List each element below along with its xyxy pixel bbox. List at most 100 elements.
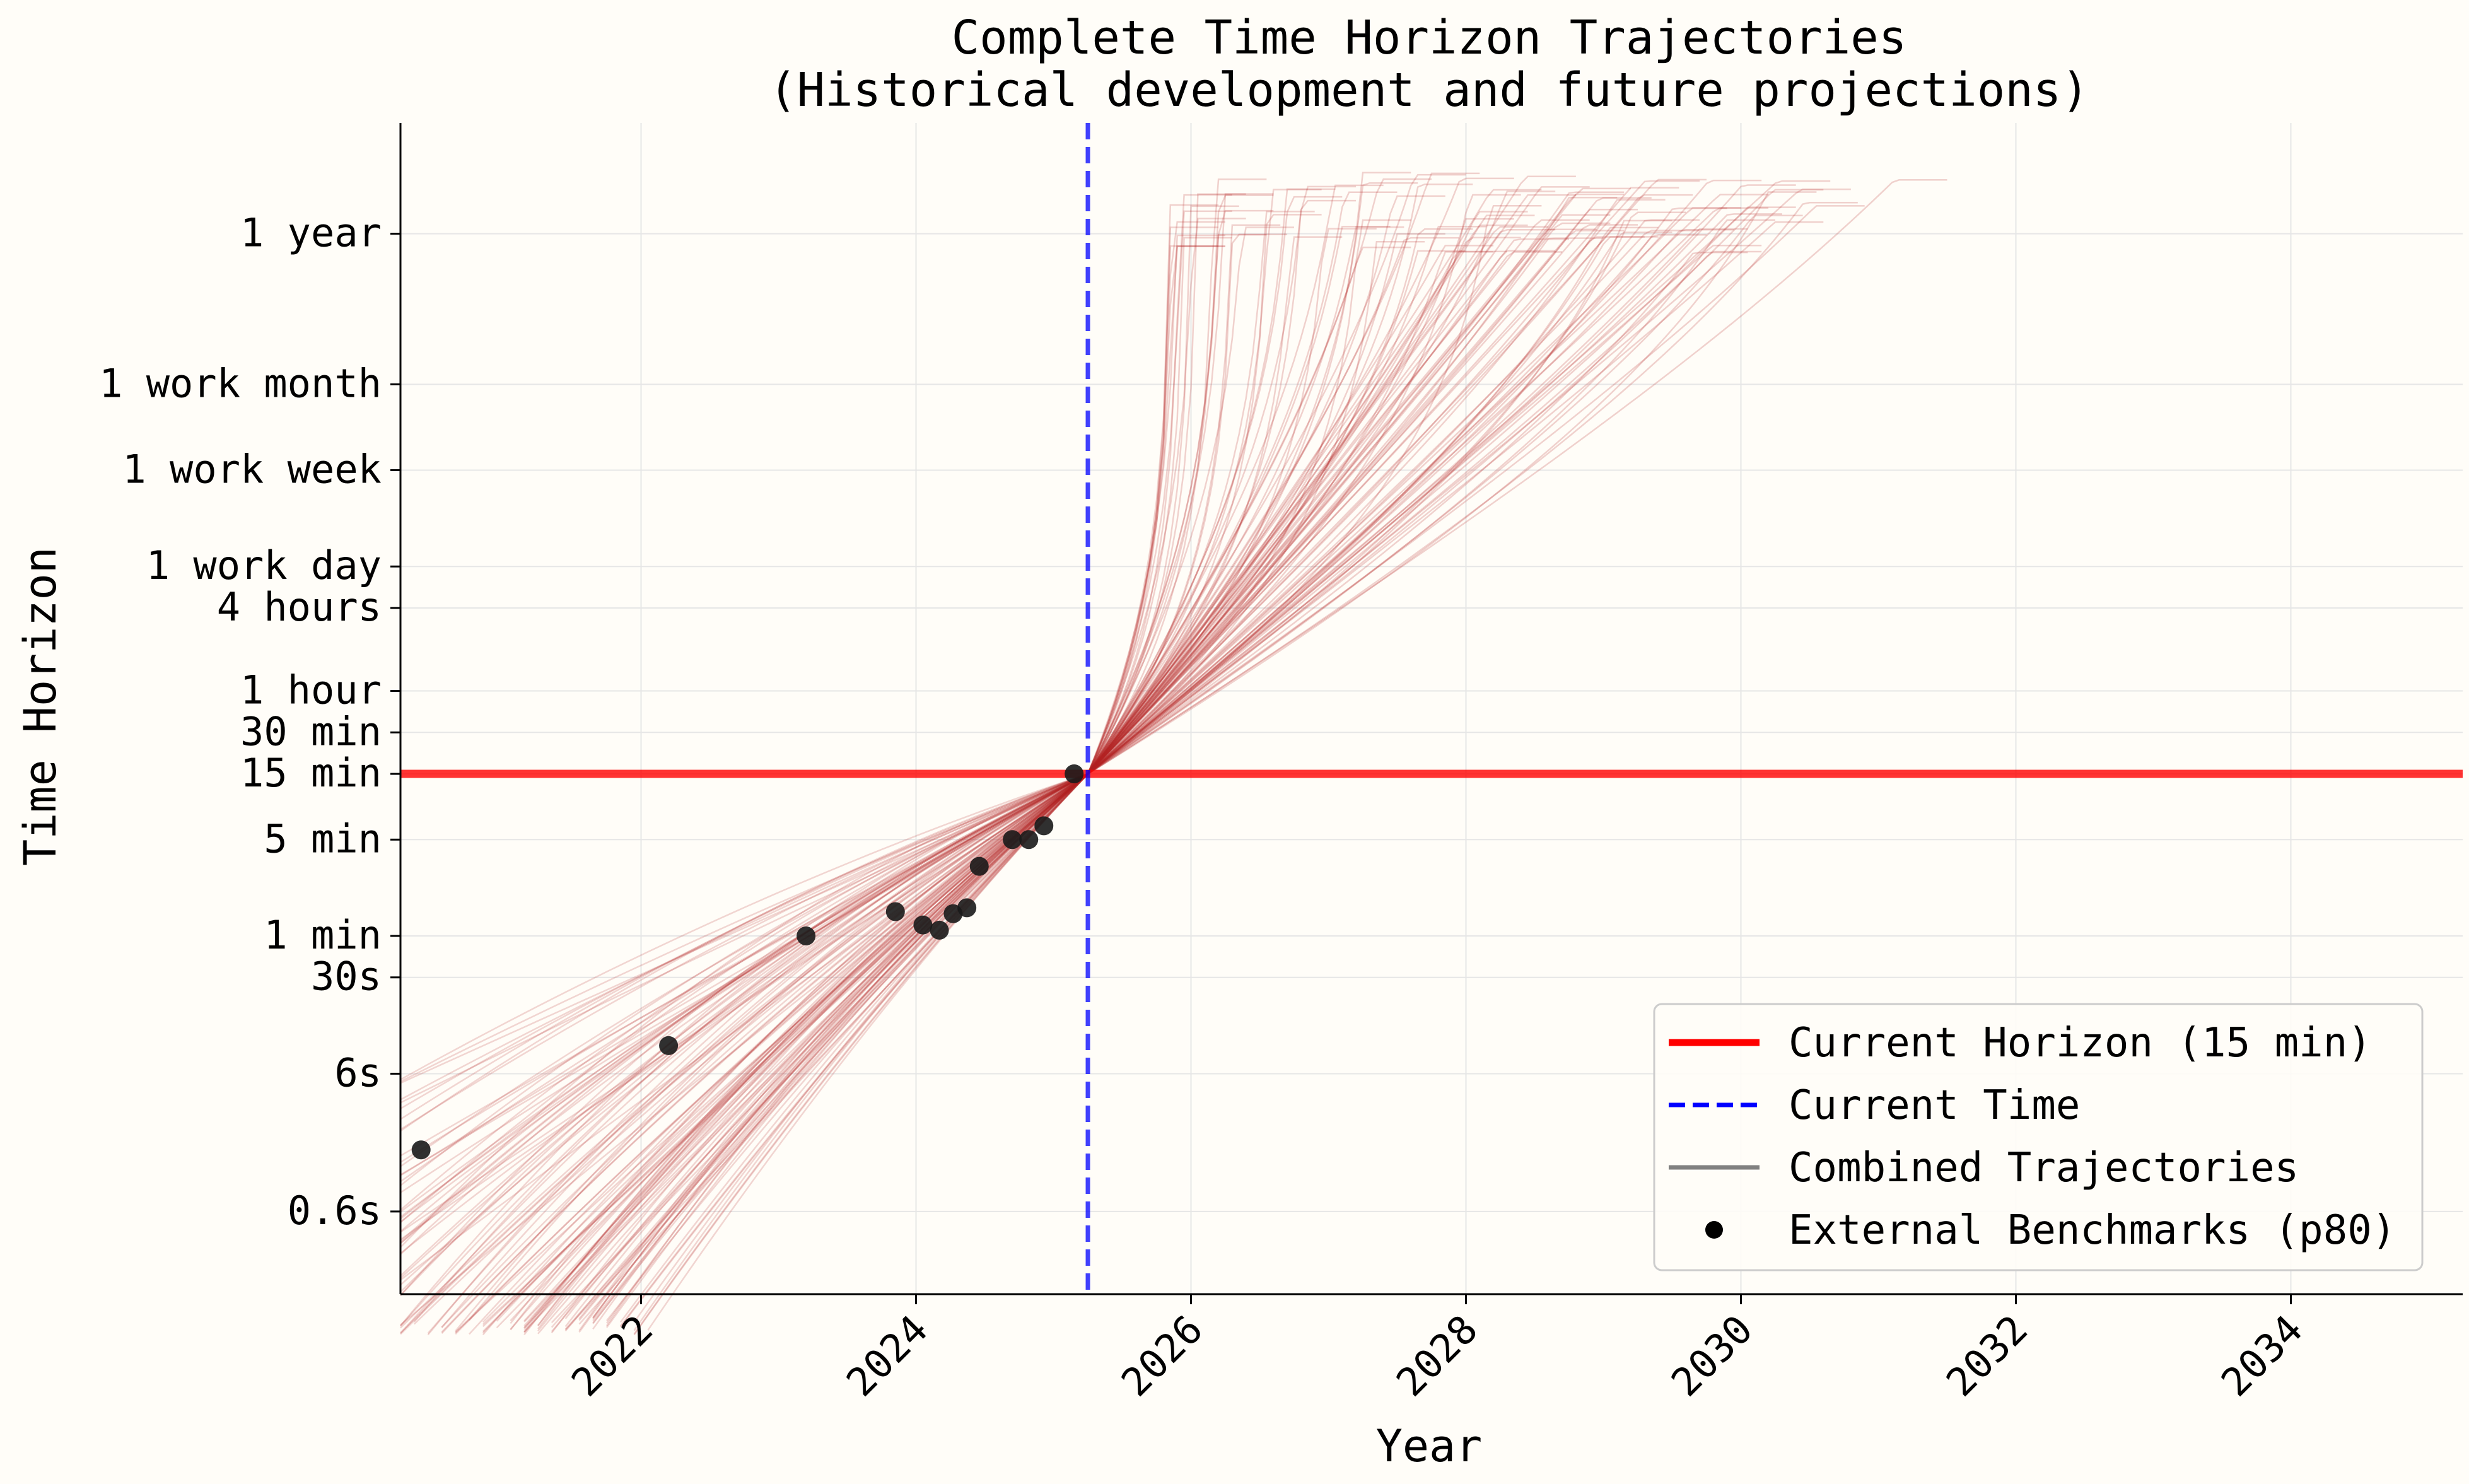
historical-trajectory: [482, 773, 1089, 1336]
historical-trajectory: [578, 773, 1089, 1319]
projected-trajectory: [1087, 221, 1824, 775]
historical-trajectory: [537, 773, 1089, 1332]
historical-trajectory: [510, 773, 1089, 1331]
projected-trajectory: [1087, 205, 1542, 774]
y-tick-label: 4 hours: [217, 584, 382, 630]
projected-trajectory: [1087, 172, 1480, 774]
projected-trajectory: [1087, 188, 1851, 774]
historical-trajectory: [400, 773, 1089, 1177]
historical-trajectory: [537, 773, 1089, 1326]
x-tick-label: 2024: [838, 1306, 937, 1405]
historical-trajectory: [469, 773, 1089, 1335]
projected-trajectory: [1087, 245, 1494, 774]
projected-trajectory: [1087, 219, 1672, 775]
x-tick-label: 2034: [2212, 1306, 2311, 1405]
y-tick-label: 5 min: [264, 815, 382, 862]
legend-label-trajectories: Combined Trajectories: [1789, 1145, 2299, 1191]
historical-trajectory: [441, 773, 1089, 1328]
historical-trajectory: [578, 773, 1089, 1333]
historical-trajectory: [400, 773, 1089, 1335]
projected-trajectory: [1087, 205, 1239, 774]
projected-trajectory: [1087, 230, 1625, 774]
projected-trajectory: [1087, 250, 1466, 774]
y-axis-label: Time Horizon: [15, 547, 66, 866]
projected-trajectory: [1087, 226, 1487, 774]
historical-trajectory: [400, 773, 1089, 1277]
historical-trajectory: [400, 773, 1089, 1104]
projected-trajectory: [1087, 224, 1638, 774]
historical-trajectory: [400, 773, 1089, 1296]
projected-trajectory: [1087, 214, 1535, 774]
projected-trajectory: [1087, 214, 1611, 774]
projected-trajectory: [1087, 178, 1707, 774]
historical-trajectory: [400, 773, 1089, 1183]
historical-trajectory: [633, 773, 1089, 1335]
historical-trajectory: [551, 773, 1089, 1334]
projected-trajectory: [1087, 191, 1625, 774]
projected-trajectory: [1087, 187, 1679, 774]
y-tick-label: 1 min: [264, 912, 382, 958]
historical-trajectory: [400, 773, 1089, 1329]
projected-trajectory: [1087, 179, 1762, 774]
historical-trajectory: [400, 773, 1089, 1244]
historical-trajectory: [400, 773, 1089, 1080]
historical-trajectory: [633, 773, 1089, 1331]
projected-trajectory: [1087, 180, 1831, 774]
projected-trajectory: [1087, 226, 1219, 774]
projected-trajectory: [1087, 194, 1274, 774]
projected-trajectory: [1087, 222, 1611, 774]
projected-trajectory: [1087, 214, 1322, 774]
historical-trajectory: [564, 773, 1089, 1328]
historical-trajectory: [427, 773, 1089, 1336]
historical-trajectory: [551, 773, 1089, 1323]
historical-trajectory: [564, 773, 1089, 1319]
historical-trajectory: [400, 773, 1089, 1293]
projected-trajectory: [1087, 245, 1225, 774]
projected-trajectory: [1087, 211, 1315, 774]
y-tick-label: 0.6s: [288, 1188, 382, 1234]
historical-trajectory: [400, 773, 1089, 1241]
historical-trajectory: [400, 773, 1089, 1255]
historical-trajectory: [523, 773, 1089, 1329]
projected-trajectory: [1087, 199, 1666, 774]
projected-trajectory: [1087, 219, 1411, 774]
benchmark-point: [969, 856, 989, 876]
projected-trajectory: [1087, 237, 1232, 774]
historical-trajectory: [523, 773, 1089, 1322]
projected-trajectory: [1087, 184, 1384, 774]
projected-trajectory: [1087, 252, 1748, 775]
historical-trajectory: [564, 773, 1089, 1330]
historical-trajectory: [400, 773, 1089, 1326]
projected-trajectory: [1087, 236, 1343, 774]
x-tick-label: 2026: [1112, 1306, 1211, 1405]
projected-trajectory: [1087, 226, 1659, 774]
historical-trajectory: [400, 773, 1089, 1157]
historical-trajectory: [482, 773, 1089, 1323]
projected-trajectory: [1087, 233, 1288, 774]
historical-trajectory: [633, 773, 1089, 1336]
y-tick-label: 30s: [311, 954, 382, 1000]
historical-trajectory: [400, 773, 1089, 1130]
projected-trajectory: [1087, 193, 1246, 774]
historical-trajectory: [400, 773, 1089, 1220]
projected-trajectory: [1087, 210, 1232, 774]
projected-trajectory: [1087, 250, 1762, 775]
projected-trajectory: [1087, 197, 1618, 774]
historical-trajectory: [523, 773, 1089, 1333]
historical-trajectory: [400, 773, 1089, 1176]
historical-trajectory: [413, 773, 1089, 1323]
projected-trajectory: [1087, 175, 1576, 774]
projected-trajectory: [1087, 237, 1604, 774]
projected-trajectory: [1087, 236, 1645, 774]
projected-trajectory: [1087, 194, 1693, 774]
projected-trajectory: [1087, 189, 1824, 774]
historical-trajectory: [510, 773, 1089, 1321]
historical-trajectory: [496, 773, 1089, 1322]
historical-trajectory: [400, 773, 1089, 1163]
projected-trajectory: [1087, 228, 1734, 774]
historical-trajectory: [633, 773, 1089, 1323]
legend-label-current-time: Current Time: [1789, 1082, 2080, 1129]
historical-trajectory: [400, 773, 1089, 1334]
projected-trajectory: [1087, 228, 1748, 774]
